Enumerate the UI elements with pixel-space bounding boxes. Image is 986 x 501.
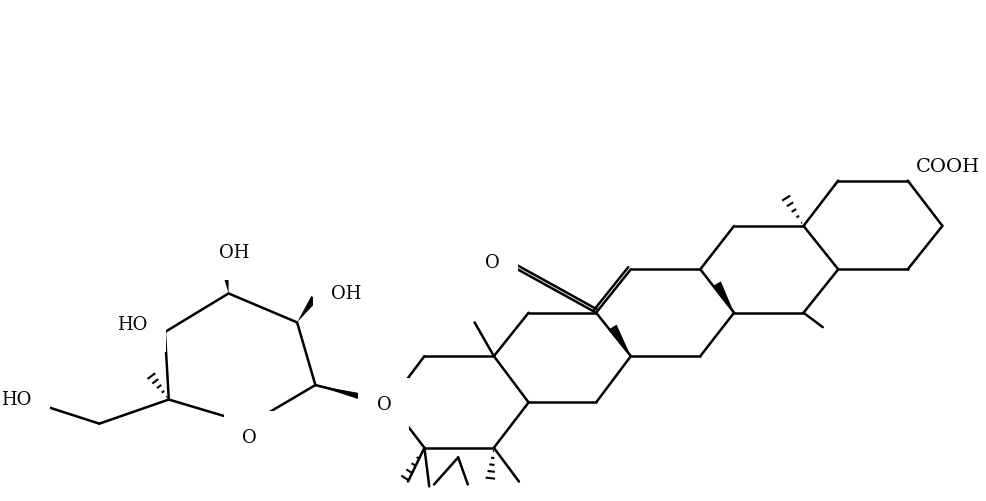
Text: O: O xyxy=(484,254,499,272)
Text: HO: HO xyxy=(1,391,32,408)
Text: COOH: COOH xyxy=(914,158,978,176)
Polygon shape xyxy=(316,385,385,407)
Text: O: O xyxy=(376,396,390,414)
Text: OH: OH xyxy=(330,286,361,304)
Text: HO: HO xyxy=(117,316,148,334)
Polygon shape xyxy=(143,310,165,332)
Polygon shape xyxy=(297,296,317,322)
Polygon shape xyxy=(607,325,630,356)
Text: OH: OH xyxy=(219,243,249,262)
Polygon shape xyxy=(221,267,229,294)
Polygon shape xyxy=(712,281,734,313)
Text: O: O xyxy=(243,429,257,447)
